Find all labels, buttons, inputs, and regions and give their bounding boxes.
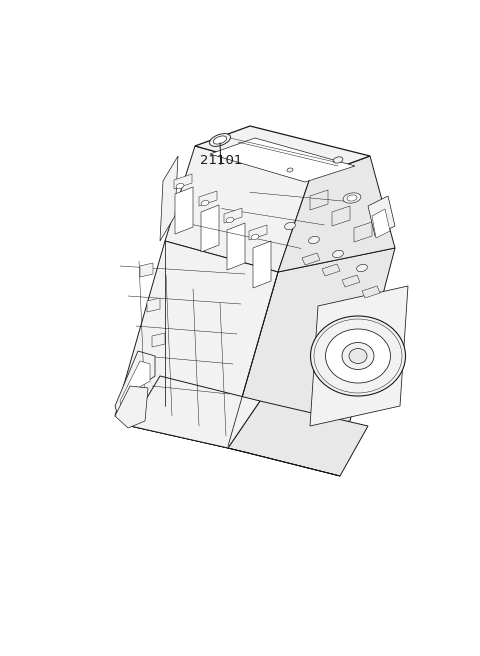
Ellipse shape — [201, 200, 209, 205]
Ellipse shape — [333, 157, 343, 163]
Polygon shape — [175, 187, 193, 234]
Polygon shape — [140, 263, 153, 277]
Polygon shape — [130, 376, 260, 448]
Ellipse shape — [251, 234, 259, 239]
Ellipse shape — [357, 264, 367, 272]
Polygon shape — [152, 333, 165, 347]
Ellipse shape — [333, 251, 343, 258]
Polygon shape — [115, 351, 155, 416]
Ellipse shape — [226, 217, 234, 222]
Polygon shape — [165, 146, 310, 272]
Ellipse shape — [285, 222, 295, 230]
Polygon shape — [147, 298, 160, 312]
Polygon shape — [310, 286, 408, 426]
Polygon shape — [224, 208, 242, 223]
Polygon shape — [120, 361, 150, 408]
Polygon shape — [210, 138, 355, 182]
Polygon shape — [160, 156, 178, 241]
Polygon shape — [342, 275, 360, 287]
Ellipse shape — [325, 329, 391, 383]
Ellipse shape — [309, 236, 319, 243]
Polygon shape — [372, 209, 390, 238]
Polygon shape — [115, 386, 148, 428]
Polygon shape — [130, 426, 340, 476]
Polygon shape — [174, 174, 192, 189]
Polygon shape — [195, 126, 370, 178]
Ellipse shape — [343, 193, 361, 203]
Polygon shape — [368, 196, 395, 236]
Polygon shape — [201, 205, 219, 252]
Ellipse shape — [347, 195, 357, 201]
Polygon shape — [310, 190, 328, 210]
Polygon shape — [354, 222, 372, 242]
Polygon shape — [115, 241, 278, 446]
Polygon shape — [227, 223, 245, 270]
Polygon shape — [228, 248, 395, 446]
Ellipse shape — [311, 316, 406, 396]
Polygon shape — [302, 253, 320, 265]
Polygon shape — [253, 241, 271, 288]
Ellipse shape — [213, 136, 227, 144]
Polygon shape — [249, 225, 267, 240]
Polygon shape — [332, 206, 350, 226]
Ellipse shape — [176, 184, 184, 189]
Polygon shape — [199, 191, 217, 206]
Text: 21101: 21101 — [200, 154, 242, 167]
Ellipse shape — [287, 168, 293, 172]
Ellipse shape — [342, 342, 374, 369]
Polygon shape — [278, 156, 395, 272]
Ellipse shape — [209, 134, 230, 146]
Polygon shape — [322, 264, 340, 276]
Ellipse shape — [349, 348, 367, 363]
Polygon shape — [362, 286, 380, 298]
Polygon shape — [228, 401, 368, 476]
